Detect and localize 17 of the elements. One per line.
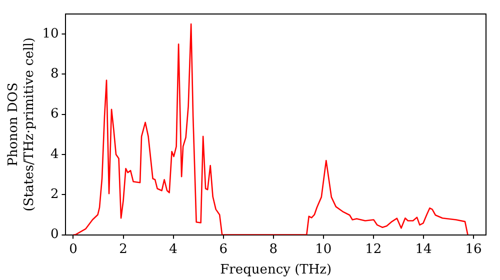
y-tick-label: 0 [50, 227, 59, 242]
y-tick-label: 6 [50, 106, 59, 122]
x-tick-label: 0 [69, 242, 78, 257]
x-axis-title: Frequency (THz) [220, 262, 332, 278]
y-tick-label: 8 [50, 66, 59, 82]
y-axis-title: Phonon DOS (States/THz·primitive cell) [6, 37, 37, 212]
x-tick-label: 2 [119, 242, 128, 257]
x-tick-label: 12 [365, 242, 382, 257]
y-tick-label: 2 [50, 187, 59, 202]
x-tick-label: 4 [169, 242, 178, 257]
y-tick-label: 10 [42, 26, 59, 42]
x-tick-label: 16 [465, 242, 482, 257]
y-tick-label: 4 [50, 146, 59, 162]
x-tick-label: 10 [315, 242, 332, 257]
x-tick-label: 8 [269, 242, 278, 257]
x-tick-label: 14 [415, 242, 432, 257]
x-tick-label: 6 [219, 242, 228, 257]
